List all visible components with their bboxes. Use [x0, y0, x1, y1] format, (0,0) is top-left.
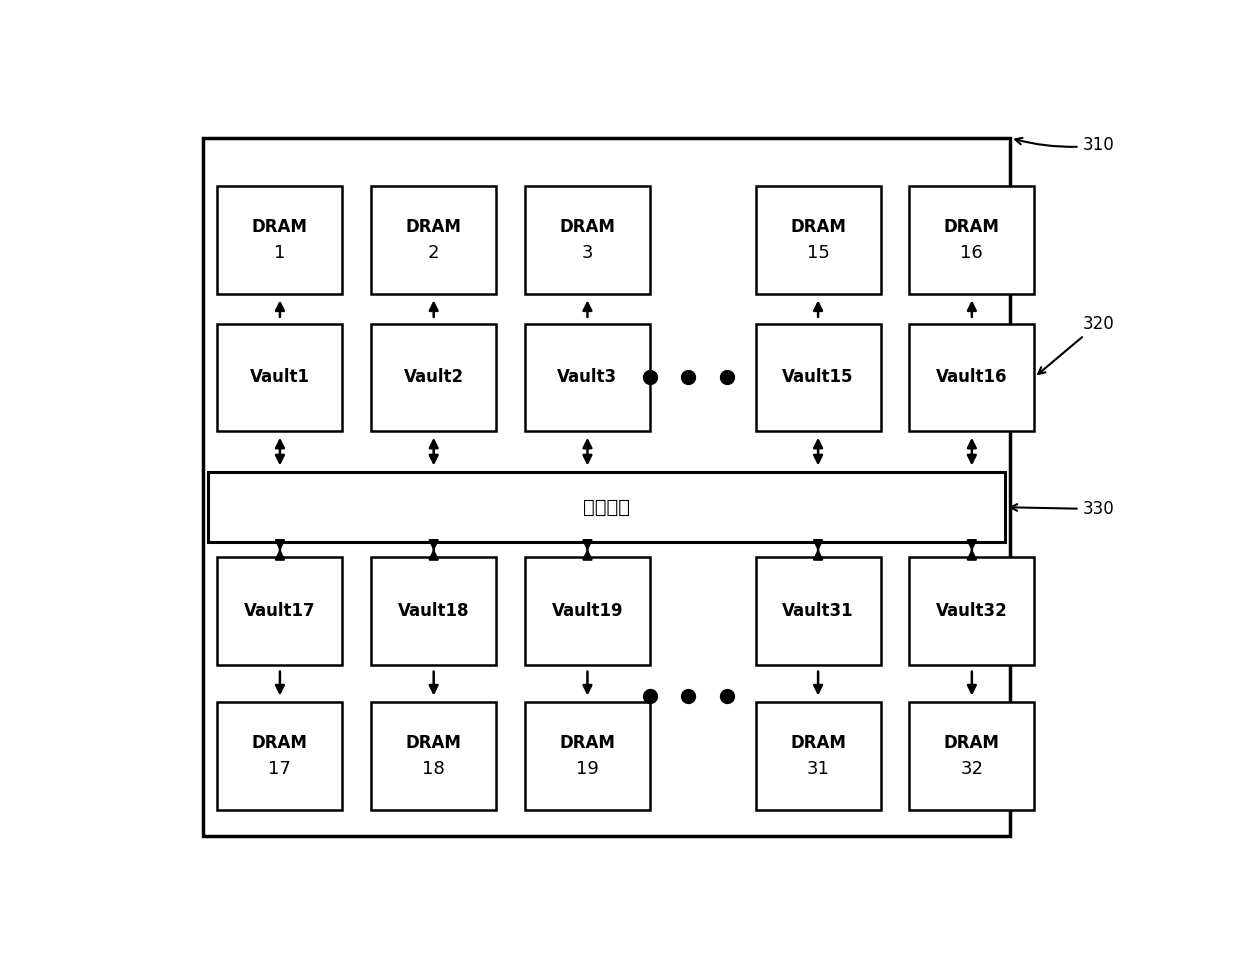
Text: DRAM: DRAM — [559, 734, 615, 752]
Bar — [371, 186, 496, 294]
Text: Vault19: Vault19 — [552, 602, 624, 620]
Bar — [217, 324, 342, 431]
Text: DRAM: DRAM — [252, 734, 308, 752]
Bar — [203, 138, 1011, 836]
Text: Vault16: Vault16 — [936, 368, 1008, 387]
Text: Vault18: Vault18 — [398, 602, 470, 620]
Bar — [755, 324, 880, 431]
Bar — [217, 186, 342, 294]
Bar — [755, 186, 880, 294]
Text: DRAM: DRAM — [559, 218, 615, 236]
Text: DRAM: DRAM — [944, 218, 999, 236]
Text: Vault32: Vault32 — [936, 602, 1008, 620]
Bar — [217, 557, 342, 665]
Bar — [755, 702, 880, 810]
Bar — [525, 702, 650, 810]
Bar — [909, 324, 1034, 431]
Text: DRAM: DRAM — [790, 734, 846, 752]
Bar — [909, 186, 1034, 294]
Text: Vault17: Vault17 — [244, 602, 316, 620]
Text: DRAM: DRAM — [944, 734, 999, 752]
Text: Vault2: Vault2 — [404, 368, 464, 387]
Bar — [208, 472, 1006, 543]
Text: 16: 16 — [961, 244, 983, 262]
Bar — [371, 702, 496, 810]
Text: 15: 15 — [807, 244, 830, 262]
Text: DRAM: DRAM — [252, 218, 308, 236]
Bar — [525, 557, 650, 665]
Text: DRAM: DRAM — [405, 218, 461, 236]
Text: Vault1: Vault1 — [250, 368, 310, 387]
Text: Vault15: Vault15 — [782, 368, 854, 387]
Bar — [909, 557, 1034, 665]
Bar — [525, 186, 650, 294]
Text: 320: 320 — [1038, 314, 1114, 374]
Text: 1: 1 — [274, 244, 285, 262]
Text: DRAM: DRAM — [790, 218, 846, 236]
Text: 32: 32 — [960, 760, 983, 778]
Bar — [371, 557, 496, 665]
Bar — [755, 557, 880, 665]
Text: Vault3: Vault3 — [558, 368, 618, 387]
Bar — [217, 702, 342, 810]
Bar — [525, 324, 650, 431]
Text: 17: 17 — [269, 760, 291, 778]
Text: 310: 310 — [1016, 136, 1114, 154]
Text: Vault31: Vault31 — [782, 602, 854, 620]
Text: 330: 330 — [1011, 500, 1114, 518]
Text: 交换网络: 交换网络 — [583, 497, 630, 517]
Text: 3: 3 — [582, 244, 593, 262]
Bar — [909, 702, 1034, 810]
Text: 31: 31 — [807, 760, 830, 778]
Text: DRAM: DRAM — [405, 734, 461, 752]
Text: 19: 19 — [577, 760, 599, 778]
Bar — [371, 324, 496, 431]
Text: 2: 2 — [428, 244, 439, 262]
Text: 18: 18 — [423, 760, 445, 778]
